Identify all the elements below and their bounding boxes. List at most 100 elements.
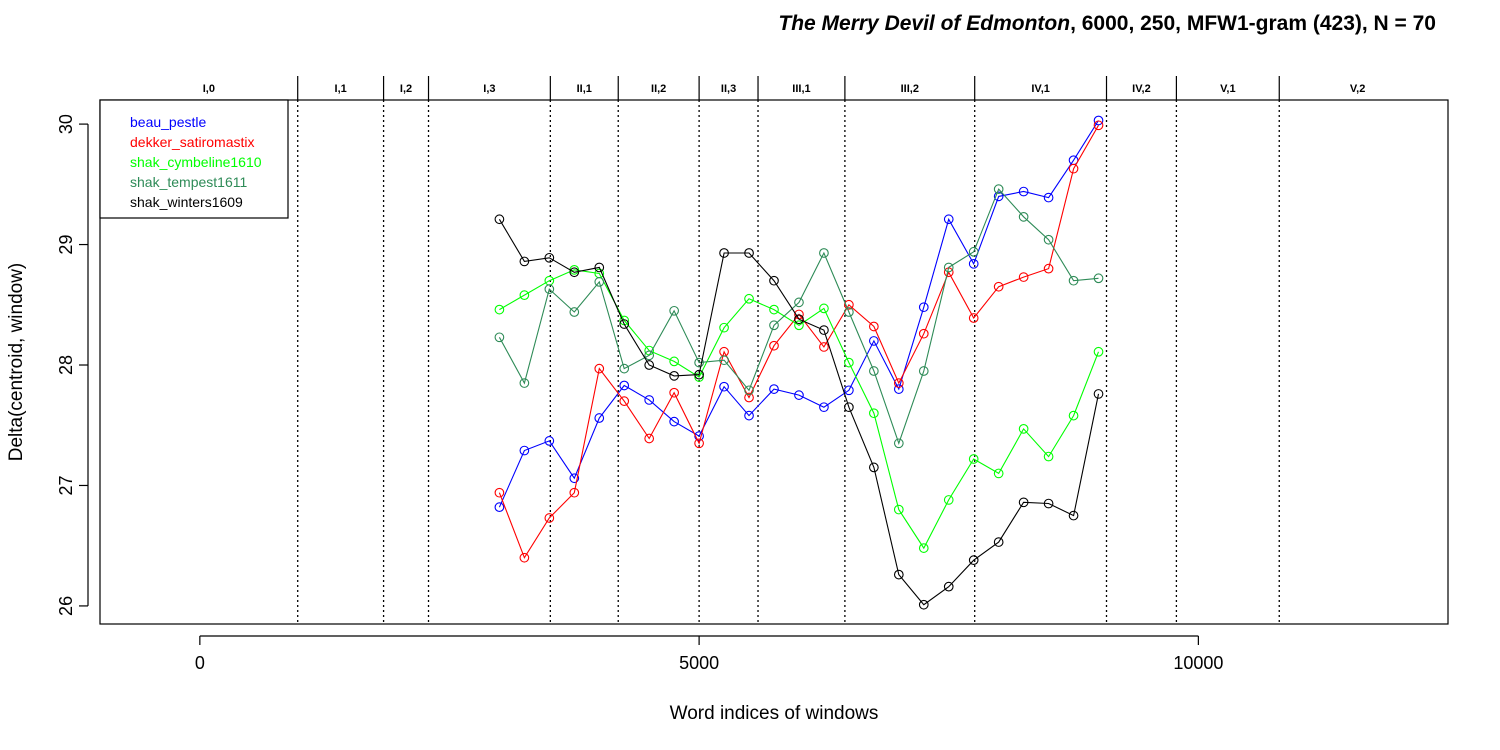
data-point (644, 395, 655, 405)
data-point (968, 454, 979, 464)
x-tick-label: 10000 (1173, 653, 1223, 673)
data-point (694, 438, 704, 449)
data-point (619, 396, 630, 406)
data-point (869, 366, 879, 376)
data-point (494, 487, 505, 498)
data-point (519, 290, 530, 300)
data-point (1018, 211, 1029, 222)
data-point (669, 387, 679, 398)
data-point (844, 402, 854, 413)
data-point (719, 381, 729, 392)
data-point (519, 552, 530, 563)
section-label: III,1 (792, 83, 810, 95)
data-point (943, 262, 954, 273)
data-point (769, 320, 779, 331)
y-tick-label: 28 (56, 355, 76, 375)
chart-title-italic: The Merry Devil of Edmonton (778, 12, 1071, 35)
data-point (744, 248, 754, 258)
y-tick-label: 29 (56, 235, 76, 255)
data-point (918, 599, 929, 610)
data-point (744, 410, 754, 421)
data-point (719, 248, 729, 258)
data-point (869, 462, 879, 473)
data-point (893, 438, 904, 449)
data-point (918, 366, 929, 376)
series-lines (494, 115, 1104, 610)
data-point (569, 267, 580, 278)
section-label: III,2 (901, 83, 919, 95)
data-point (1093, 346, 1104, 357)
data-point (993, 537, 1004, 547)
data-point (1068, 510, 1079, 521)
data-point (819, 248, 829, 258)
x-axis-label: Word indices of windows (670, 703, 879, 724)
data-point (844, 307, 854, 317)
legend-entry: shak_winters1609 (130, 194, 243, 210)
data-point (943, 214, 954, 225)
section-label: V,2 (1350, 83, 1366, 95)
legend-entry: shak_tempest1611 (130, 174, 247, 190)
data-point (744, 385, 754, 396)
data-point (744, 392, 754, 403)
data-point (1043, 234, 1054, 245)
data-point (619, 380, 630, 391)
legend-entry: dekker_satiromastix (130, 134, 255, 150)
chart-title: The Merry Devil of Edmonton, 6000, 250, … (0, 12, 1436, 36)
data-point (1043, 263, 1054, 274)
legend-entry: beau_pestle (130, 114, 207, 130)
data-point (993, 184, 1004, 194)
data-point (544, 436, 555, 446)
series-line-shak_tempest1611 (498, 188, 1099, 445)
data-point (594, 413, 605, 423)
data-point (1093, 389, 1104, 399)
section-label: II,1 (577, 83, 592, 95)
data-point (819, 325, 829, 335)
data-point (893, 378, 904, 388)
y-tick-label: 26 (56, 596, 76, 616)
data-point (1068, 410, 1079, 421)
x-tick-label: 5000 (679, 653, 719, 673)
y-tick-label: 27 (56, 475, 76, 495)
chart-title-rest: , 6000, 250, MFW1-gram (423), N = 70 (1070, 12, 1436, 35)
data-point (844, 299, 854, 310)
data-point (869, 408, 879, 419)
section-label: I,2 (400, 83, 412, 95)
legend-entry: shak_cymbeline1610 (130, 154, 262, 170)
data-point (1018, 497, 1029, 508)
data-point (619, 319, 630, 329)
data-point (1093, 120, 1104, 131)
data-point (719, 355, 729, 366)
data-point (1068, 163, 1079, 174)
data-point (893, 384, 904, 394)
data-point (993, 281, 1004, 292)
data-point (569, 473, 580, 484)
section-label: II,3 (721, 83, 736, 95)
data-point (619, 363, 630, 374)
legend-box (99, 99, 289, 219)
data-point (769, 384, 779, 394)
data-point (769, 304, 779, 315)
data-point (644, 360, 655, 370)
data-point (844, 357, 854, 368)
data-point (1018, 272, 1029, 282)
data-point (769, 275, 779, 286)
series-line-dekker_satiromastix (498, 125, 1099, 559)
data-point (719, 322, 729, 333)
data-point (494, 332, 505, 343)
data-point (644, 433, 655, 444)
section-label: II,2 (651, 83, 666, 95)
data-point (893, 504, 904, 515)
legend: beau_pestle dekker_satiromastix shak_cymbe… (99, 99, 289, 219)
data-point (519, 378, 530, 388)
data-point (1043, 192, 1054, 203)
series-line-beau_pestle (498, 120, 1099, 508)
data-point (794, 390, 804, 400)
series-line-shak_cymbeline1610 (499, 269, 1100, 550)
data-point (1093, 273, 1104, 284)
data-point (569, 307, 580, 317)
data-point (494, 304, 505, 315)
data-point (1018, 424, 1029, 434)
data-point (943, 581, 954, 592)
series-line-shak_winters1609 (498, 219, 1100, 606)
